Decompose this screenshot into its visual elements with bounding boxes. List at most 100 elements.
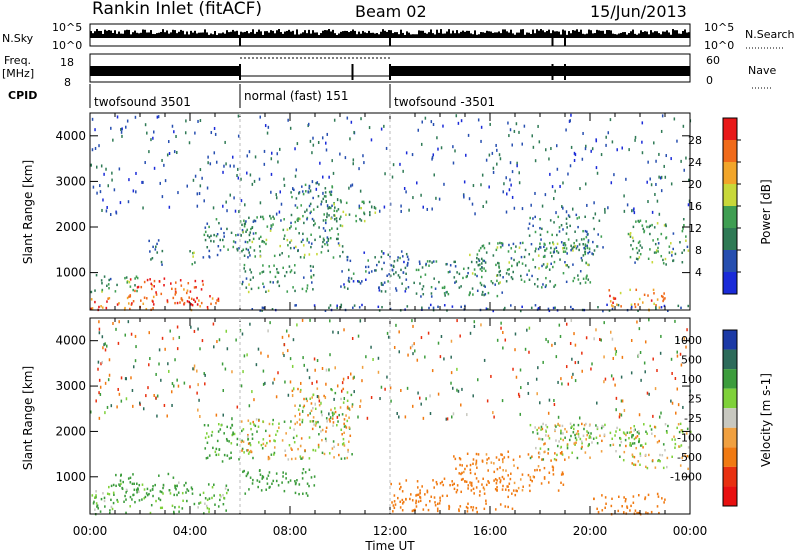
- noise-cell: [429, 412, 432, 416]
- data-cell: [483, 488, 486, 491]
- data-cell: [204, 436, 207, 440]
- data-cell: [663, 224, 666, 227]
- data-cell: [462, 470, 465, 474]
- data-cell: [466, 510, 469, 513]
- data-cell: [106, 284, 108, 287]
- noise-cell: [102, 346, 104, 350]
- noise-cell: [424, 116, 427, 120]
- noise-cell: [392, 163, 395, 167]
- noise-cell: [400, 388, 402, 392]
- data-cell: [225, 484, 228, 487]
- noise-cell: [677, 338, 679, 342]
- data-cell: [363, 212, 366, 216]
- data-cell: [582, 434, 585, 437]
- noise-cell: [311, 180, 314, 184]
- noise-cell: [332, 171, 335, 175]
- data-cell: [273, 264, 275, 267]
- noise-cell: [325, 141, 327, 145]
- noise-cell: [457, 121, 460, 125]
- noise-cell: [225, 200, 227, 204]
- colorbar-tick-label: 28: [688, 134, 702, 147]
- data-cell: [172, 296, 175, 300]
- data-cell: [520, 278, 523, 281]
- data-cell: [488, 457, 490, 460]
- data-cell: [308, 468, 311, 471]
- data-cell: [409, 493, 412, 496]
- data-cell: [253, 423, 255, 426]
- nsky-bar: [664, 31, 666, 38]
- data-cell: [158, 474, 160, 477]
- noise-cell: [353, 375, 355, 379]
- data-cell: [405, 287, 407, 290]
- noise-cell: [233, 164, 235, 168]
- noise-cell: [105, 209, 108, 213]
- data-cell: [459, 463, 461, 467]
- data-cell: [303, 404, 306, 408]
- data-cell: [393, 494, 396, 497]
- nsky-bar: [208, 34, 210, 38]
- data-cell: [403, 260, 405, 264]
- data-cell: [340, 285, 342, 288]
- noise-cell: [153, 393, 155, 397]
- nsky-bar: [560, 34, 562, 38]
- data-cell: [477, 258, 480, 261]
- noise-cell: [634, 135, 637, 139]
- data-cell: [401, 255, 404, 258]
- noise-cell: [370, 345, 372, 349]
- nsky-bar: [242, 32, 244, 38]
- nsky-bar: [520, 29, 522, 38]
- data-cell: [293, 441, 296, 444]
- nsky-bar: [158, 32, 160, 38]
- data-cell: [397, 274, 400, 277]
- data-cell: [674, 442, 677, 446]
- data-cell: [301, 420, 304, 424]
- data-cell: [332, 412, 335, 416]
- data-cell: [538, 452, 541, 455]
- data-cell: [208, 510, 210, 513]
- nsky-bar: [602, 30, 604, 38]
- nsky-bar: [178, 31, 180, 38]
- noise-cell: [127, 320, 130, 324]
- noise-cell: [248, 150, 251, 154]
- data-cell: [651, 261, 654, 264]
- noise-cell: [319, 161, 321, 165]
- data-cell: [502, 484, 504, 488]
- nsky-bar: [218, 33, 220, 38]
- data-cell: [504, 488, 507, 491]
- data-cell: [243, 469, 245, 473]
- data-cell: [247, 471, 249, 474]
- data-cell: [602, 309, 604, 313]
- data-cell: [249, 442, 251, 445]
- nsky-bar: [332, 29, 334, 38]
- data-cell: [508, 273, 510, 276]
- data-cell: [439, 499, 441, 502]
- data-cell: [560, 473, 563, 476]
- nsky-bar: [328, 29, 330, 38]
- data-cell: [248, 233, 251, 237]
- data-cell: [222, 493, 224, 497]
- data-cell: [252, 456, 254, 460]
- noise-cell: [365, 355, 367, 359]
- data-cell: [258, 480, 261, 483]
- nsky-bar: [282, 33, 284, 38]
- range-tick-label: 3000: [55, 379, 86, 393]
- nsky-bar: [614, 34, 616, 38]
- noise-cell: [591, 362, 593, 366]
- noise-cell: [416, 358, 419, 362]
- noise-cell: [482, 205, 484, 209]
- data-cell: [206, 506, 209, 510]
- data-cell: [548, 437, 551, 440]
- data-cell: [325, 439, 328, 443]
- noise-cell: [537, 124, 539, 128]
- data-cell: [474, 273, 476, 276]
- data-cell: [111, 507, 114, 511]
- time-tick-label: 20:00: [573, 524, 608, 538]
- data-cell: [530, 306, 533, 310]
- data-cell: [299, 390, 302, 393]
- nsky-bar: [130, 34, 132, 38]
- colorbar-swatch: [723, 272, 737, 294]
- noise-cell: [562, 181, 564, 185]
- colorbar-frame: [722, 329, 738, 507]
- data-cell: [453, 260, 456, 264]
- data-cell: [380, 290, 383, 293]
